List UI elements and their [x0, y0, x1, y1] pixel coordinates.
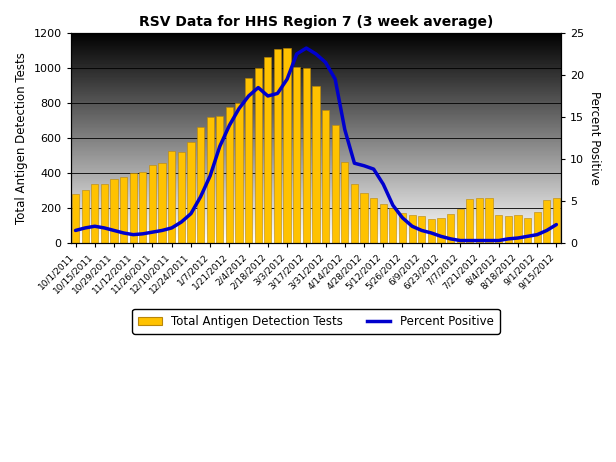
Bar	[120, 176, 128, 243]
Bar	[389, 208, 397, 243]
Bar	[264, 56, 272, 243]
Bar	[447, 214, 454, 243]
Bar	[177, 152, 185, 243]
Bar	[235, 103, 243, 243]
Bar	[341, 162, 349, 243]
Bar	[245, 78, 252, 243]
Bar	[293, 67, 301, 243]
Bar	[533, 212, 541, 243]
Bar	[379, 204, 387, 243]
Bar	[139, 172, 147, 243]
Bar	[553, 198, 560, 243]
Bar	[226, 107, 233, 243]
Legend: Total Antigen Detection Tests, Percent Positive: Total Antigen Detection Tests, Percent P…	[132, 309, 500, 334]
Bar	[495, 215, 502, 243]
Bar	[485, 198, 493, 243]
Bar	[322, 110, 329, 243]
Bar	[351, 184, 358, 243]
Bar	[543, 200, 550, 243]
Bar	[206, 117, 214, 243]
Bar	[302, 68, 310, 243]
Bar	[437, 218, 445, 243]
Bar	[149, 165, 156, 243]
Bar	[505, 216, 512, 243]
Bar	[514, 215, 522, 243]
Bar	[476, 198, 483, 243]
Bar	[110, 179, 118, 243]
Bar	[254, 68, 262, 243]
Title: RSV Data for HHS Region 7 (3 week average): RSV Data for HHS Region 7 (3 week averag…	[139, 15, 493, 29]
Bar	[331, 125, 339, 243]
Bar	[216, 116, 224, 243]
Bar	[81, 190, 89, 243]
Bar	[456, 209, 464, 243]
Bar	[428, 219, 435, 243]
Bar	[72, 194, 79, 243]
Y-axis label: Total Antigen Detection Tests: Total Antigen Detection Tests	[15, 52, 28, 224]
Bar	[274, 49, 281, 243]
Bar	[187, 142, 195, 243]
Bar	[360, 193, 368, 243]
Bar	[197, 128, 204, 243]
Bar	[466, 199, 474, 243]
Bar	[370, 198, 377, 243]
Bar	[168, 151, 176, 243]
Bar	[399, 213, 406, 243]
Bar	[91, 184, 99, 243]
Y-axis label: Percent Positive: Percent Positive	[588, 91, 601, 185]
Bar	[283, 48, 291, 243]
Bar	[158, 164, 166, 243]
Bar	[129, 173, 137, 243]
Bar	[101, 183, 108, 243]
Bar	[408, 215, 416, 243]
Bar	[418, 216, 425, 243]
Bar	[312, 86, 320, 243]
Bar	[524, 218, 531, 243]
